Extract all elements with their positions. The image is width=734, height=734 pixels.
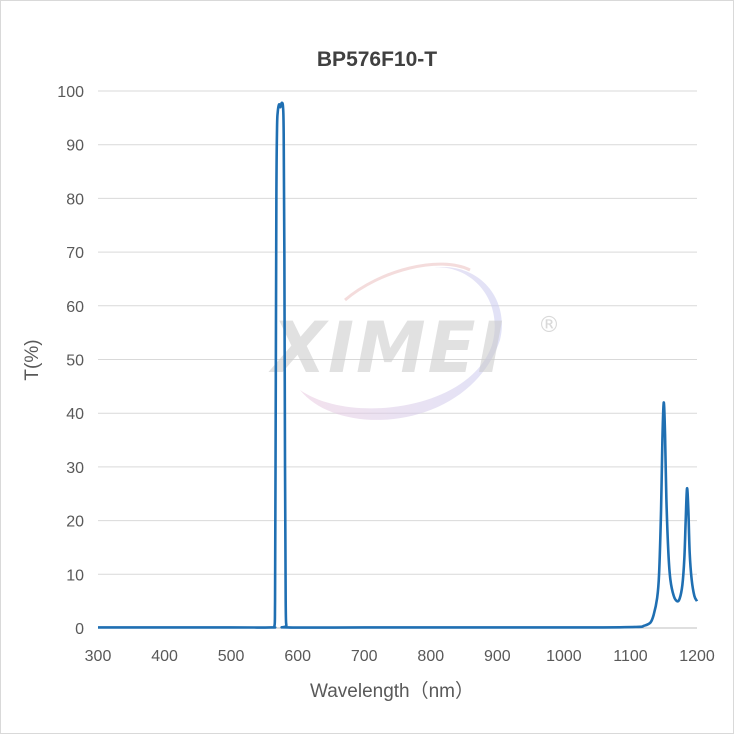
watermark-text: XIMEI	[268, 307, 506, 389]
x-tick-label-1000: 1000	[546, 648, 582, 665]
y-axis-tick-labels: 0 10 20 30 40 50 60 70 80 90 100	[57, 84, 84, 638]
gridlines	[98, 90, 697, 575]
series-line-0	[97, 101, 699, 629]
x-tick-label-500: 500	[218, 648, 245, 665]
y-tick-label-30: 30	[66, 460, 84, 477]
watermark-arc	[344, 262, 471, 302]
x-tick-label-1200: 1200	[679, 648, 715, 665]
x-axis-label: Wavelength（nm）	[310, 680, 474, 702]
x-tick-label-1100: 1100	[613, 648, 648, 665]
series-layer	[97, 101, 699, 629]
x-tick-label-400: 400	[151, 648, 178, 665]
x-tick-label-800: 800	[417, 648, 444, 665]
y-tick-label-0: 0	[75, 621, 84, 638]
chart-title: BP576F10-T	[317, 48, 437, 71]
y-tick-label-100: 100	[57, 84, 84, 101]
watermark-swoosh	[300, 266, 502, 420]
x-tick-label-900: 900	[484, 648, 511, 665]
y-axis-label: T(%)	[22, 339, 43, 380]
x-tick-label-700: 700	[351, 648, 378, 665]
x-tick-label-600: 600	[284, 648, 311, 665]
y-tick-label-80: 80	[66, 191, 84, 208]
y-tick-label-60: 60	[66, 299, 84, 316]
x-axis-tick-labels: 300 400 500 600 700 800 900 1000 1100 1200	[85, 648, 715, 665]
watermark-registered-mark: ®	[538, 313, 560, 338]
watermark-logo: XIMEI ®	[268, 262, 560, 420]
y-tick-label-20: 20	[66, 514, 84, 531]
y-tick-label-40: 40	[66, 406, 84, 423]
y-tick-label-90: 90	[66, 138, 84, 155]
y-tick-label-70: 70	[66, 245, 84, 262]
x-tick-label-300: 300	[85, 648, 112, 665]
y-tick-label-10: 10	[66, 567, 84, 584]
y-tick-label-50: 50	[66, 353, 84, 370]
